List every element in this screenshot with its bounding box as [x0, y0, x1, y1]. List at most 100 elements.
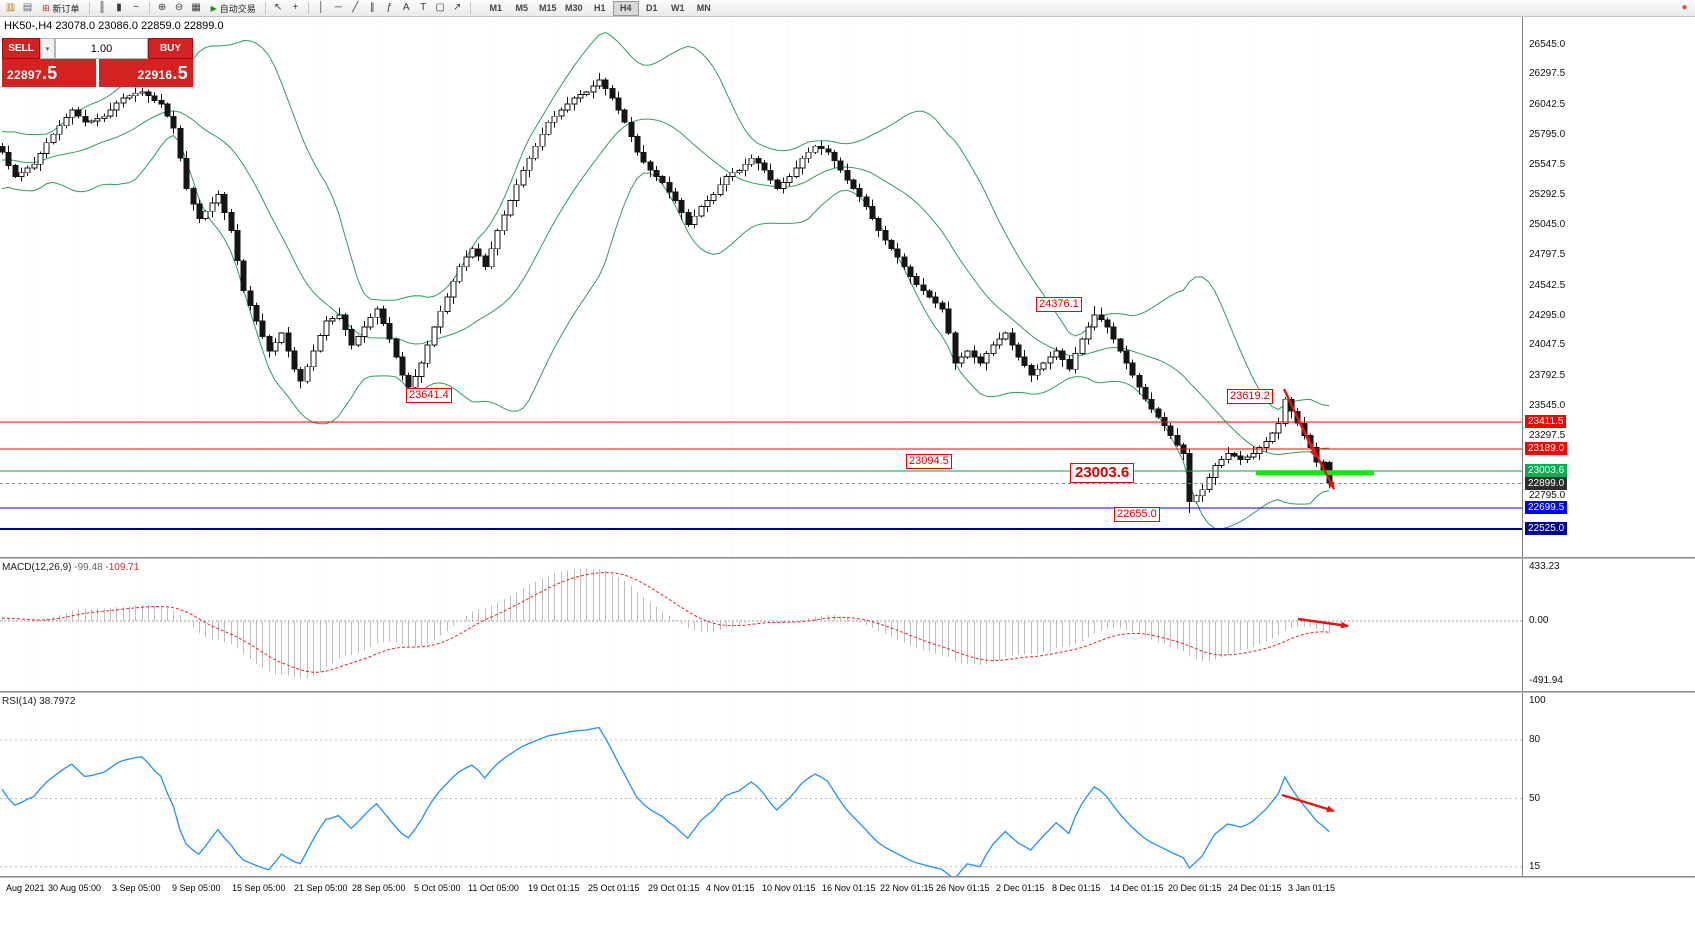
- time-label: 9 Sep 05:00: [172, 883, 221, 893]
- timeframe-h1[interactable]: H1: [587, 1, 613, 16]
- candlestick-chart-icon-button[interactable]: ▮: [111, 1, 128, 16]
- sell-price-button[interactable]: 22897.5: [2, 59, 96, 87]
- timeframe-mn[interactable]: MN: [691, 1, 717, 16]
- arrows-icon-button[interactable]: ↗: [449, 1, 466, 16]
- fibonacci-icon-button[interactable]: ƒ: [381, 1, 398, 16]
- time-label: 21 Sep 05:00: [294, 883, 348, 893]
- new-chart-icon-button[interactable]: ▥: [2, 1, 19, 16]
- trend-arrow[interactable]: [1297, 617, 1349, 629]
- toolbar-group-chart-types: ║ ▮ ~: [94, 1, 145, 16]
- zoom-in-icon-button[interactable]: ⊕: [154, 1, 171, 16]
- horizontal-line-icon-button[interactable]: ─: [330, 1, 347, 16]
- buy-button[interactable]: BUY: [148, 38, 193, 59]
- new-chart-icon: ▥: [5, 2, 16, 13]
- rsi-panel[interactable]: RSI(14) 38.7972: [0, 693, 1522, 876]
- bollinger-bands: [1, 31, 1330, 530]
- sell-button[interactable]: SELL: [2, 38, 40, 59]
- crosshair-icon-button[interactable]: +: [287, 1, 304, 16]
- toolbar-group-zoom: ⊕ ⊖ ▦: [154, 1, 205, 16]
- cursor-icon-button[interactable]: ↖: [270, 1, 287, 16]
- timeframe-d1[interactable]: D1: [639, 1, 665, 16]
- toolbar-separator: [88, 2, 90, 14]
- sell-price: 22897.5: [7, 62, 58, 83]
- price-callout[interactable]: 24376.1: [1036, 297, 1082, 312]
- trend-arrow[interactable]: [1281, 793, 1335, 813]
- time-label: 29 Oct 01:15: [648, 883, 700, 893]
- time-label: 11 Oct 05:00: [468, 883, 519, 893]
- bar-chart-icon-button[interactable]: ║: [94, 1, 111, 16]
- rsi-axis-label: 80: [1529, 734, 1541, 745]
- vertical-line-icon-button[interactable]: │: [313, 1, 330, 16]
- line-chart-icon: ~: [133, 2, 139, 13]
- label-icon-button[interactable]: T: [415, 1, 432, 16]
- time-label: 3 Jan 01:15: [1288, 883, 1336, 893]
- time-label: 28 Sep 05:00: [352, 883, 406, 893]
- autotrading-button[interactable]: ▶ 自动交易: [206, 1, 261, 16]
- autotrading-play-icon: ▶: [210, 3, 217, 13]
- price-chart-area[interactable]: HK50-,H4 23078.0 23086.0 22859.0 22899.0…: [0, 17, 1522, 557]
- horizontal-level-lines: [0, 421, 1522, 530]
- notification-icon: ●: [1681, 2, 1688, 13]
- shapes-icon-button[interactable]: ▢: [432, 1, 449, 16]
- macd-label: MACD(12,26,9) -99.48 -109.71: [2, 562, 140, 573]
- timeframe-m30[interactable]: M30: [561, 1, 587, 16]
- text-icon: A: [402, 2, 410, 13]
- tile-windows-icon-button[interactable]: ▦: [188, 1, 205, 16]
- macd-panel[interactable]: MACD(12,26,9) -99.48 -109.71: [0, 559, 1522, 691]
- macd-axis-label: -491.94: [1529, 675, 1563, 686]
- timeframe-h4[interactable]: H4: [612, 0, 639, 16]
- toolbar-separator: [307, 2, 309, 14]
- price-badge: 23411.5: [1525, 415, 1567, 428]
- channel-icon-button[interactable]: ∥: [364, 1, 381, 16]
- panel-separator[interactable]: [0, 557, 1695, 559]
- trade-panel-divider: [96, 59, 99, 87]
- panel-separator[interactable]: [0, 691, 1695, 693]
- price-chart-canvas[interactable]: [0, 17, 1522, 557]
- price-tick: 26297.5: [1529, 68, 1566, 80]
- timeframe-m15[interactable]: M15: [535, 1, 561, 16]
- period-separators: [31, 693, 1315, 876]
- timeframe-w1[interactable]: W1: [665, 1, 691, 16]
- arrows-icon: ↗: [453, 2, 462, 13]
- time-label: 30 Aug 05:00: [48, 883, 102, 893]
- price-tick: 24542.5: [1529, 279, 1566, 291]
- price-badge: 22525.0: [1525, 521, 1568, 535]
- price-tick: 24295.0: [1529, 309, 1566, 321]
- price-callout[interactable]: 23641.4: [406, 388, 452, 403]
- timeframe-m1[interactable]: M1: [483, 1, 509, 16]
- new-order-label: 新订单: [52, 3, 80, 14]
- price-callout[interactable]: 23619.2: [1227, 389, 1273, 404]
- bar-chart-icon: ║: [98, 2, 106, 13]
- line-chart-icon-button[interactable]: ~: [128, 1, 145, 16]
- volume-dropdown-button[interactable]: ▾: [40, 38, 55, 59]
- time-label: 15 Sep 05:00: [232, 883, 286, 893]
- panel-separator[interactable]: [0, 876, 1695, 878]
- zoom-out-icon-button[interactable]: ⊖: [171, 1, 188, 16]
- profiles-icon-button[interactable]: ▤: [19, 1, 36, 16]
- price-tick: 25795.0: [1529, 128, 1566, 140]
- volume-input[interactable]: [55, 38, 148, 59]
- cursor-icon: ↖: [274, 2, 283, 13]
- time-label: 25 Oct 01:15: [588, 883, 640, 893]
- notification-icon-button[interactable]: ●: [1676, 1, 1693, 16]
- buy-price-button[interactable]: 22916.5: [99, 59, 193, 87]
- rsi-axis-label: 15: [1529, 860, 1541, 872]
- time-label: 24 Dec 01:15: [1228, 883, 1282, 893]
- trendline-icon-button[interactable]: ╱: [347, 1, 364, 16]
- rsi-canvas[interactable]: [0, 693, 1522, 876]
- toolbar-separator: [148, 2, 150, 14]
- macd-signal-line: [1, 571, 1330, 673]
- price-callout[interactable]: 23094.5: [906, 454, 952, 469]
- price-scale[interactable]: 26545.0 26297.5 26042.5 25795.0 25547.5 25292…: [1522, 17, 1695, 876]
- price-tick: 22795.0: [1529, 490, 1566, 502]
- price-callout[interactable]: 23003.6: [1070, 463, 1135, 483]
- text-icon-button[interactable]: A: [398, 1, 415, 16]
- macd-canvas[interactable]: [0, 559, 1522, 691]
- timeframe-m5[interactable]: M5: [509, 1, 535, 16]
- price-callout[interactable]: 22655.0: [1114, 507, 1160, 522]
- crosshair-icon: +: [292, 2, 299, 13]
- time-label: 19 Oct 01:15: [528, 883, 580, 893]
- autotrading-label: 自动交易: [219, 3, 256, 14]
- new-order-button[interactable]: ⊞ 新订单: [37, 1, 85, 16]
- trend-arrow[interactable]: [1296, 418, 1336, 490]
